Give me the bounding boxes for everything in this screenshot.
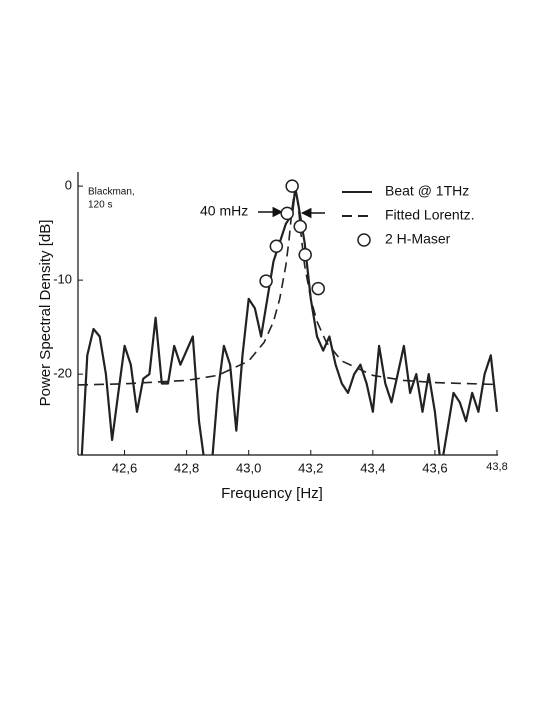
y-axis-label: Power Spectral Density [dB] bbox=[37, 220, 54, 407]
marker bbox=[269, 239, 284, 254]
x-tick-label: 43,0 bbox=[236, 460, 261, 475]
marker bbox=[285, 179, 299, 193]
marker bbox=[259, 274, 273, 288]
marker bbox=[311, 281, 325, 296]
y-tick-label: -20 bbox=[53, 366, 72, 381]
annotation: Blackman, bbox=[88, 187, 135, 198]
y-tick-label: 0 bbox=[65, 178, 72, 193]
marker bbox=[280, 206, 294, 221]
x-tick-label: 42,6 bbox=[112, 460, 137, 475]
legend-label: 2 H-Maser bbox=[385, 231, 451, 247]
x-tick-label: 43,8 bbox=[486, 461, 507, 473]
y-tick-label: -10 bbox=[53, 272, 72, 287]
annotation: 120 s bbox=[88, 200, 112, 211]
x-tick-label: 43,2 bbox=[298, 460, 323, 475]
legend-label: Fitted Lorentz. bbox=[385, 207, 475, 223]
legend-label: Beat @ 1THz bbox=[385, 183, 469, 199]
plot-area bbox=[78, 185, 498, 455]
marker bbox=[298, 247, 312, 262]
x-tick-label: 43,6 bbox=[422, 460, 447, 475]
x-tick-label: 43,4 bbox=[360, 460, 385, 475]
annotation: 40 mHz bbox=[200, 203, 248, 219]
x-axis-label: Frequency [Hz] bbox=[221, 485, 323, 502]
marker bbox=[293, 219, 307, 234]
x-tick-label: 42,8 bbox=[174, 460, 199, 475]
legend-marker bbox=[357, 233, 371, 247]
